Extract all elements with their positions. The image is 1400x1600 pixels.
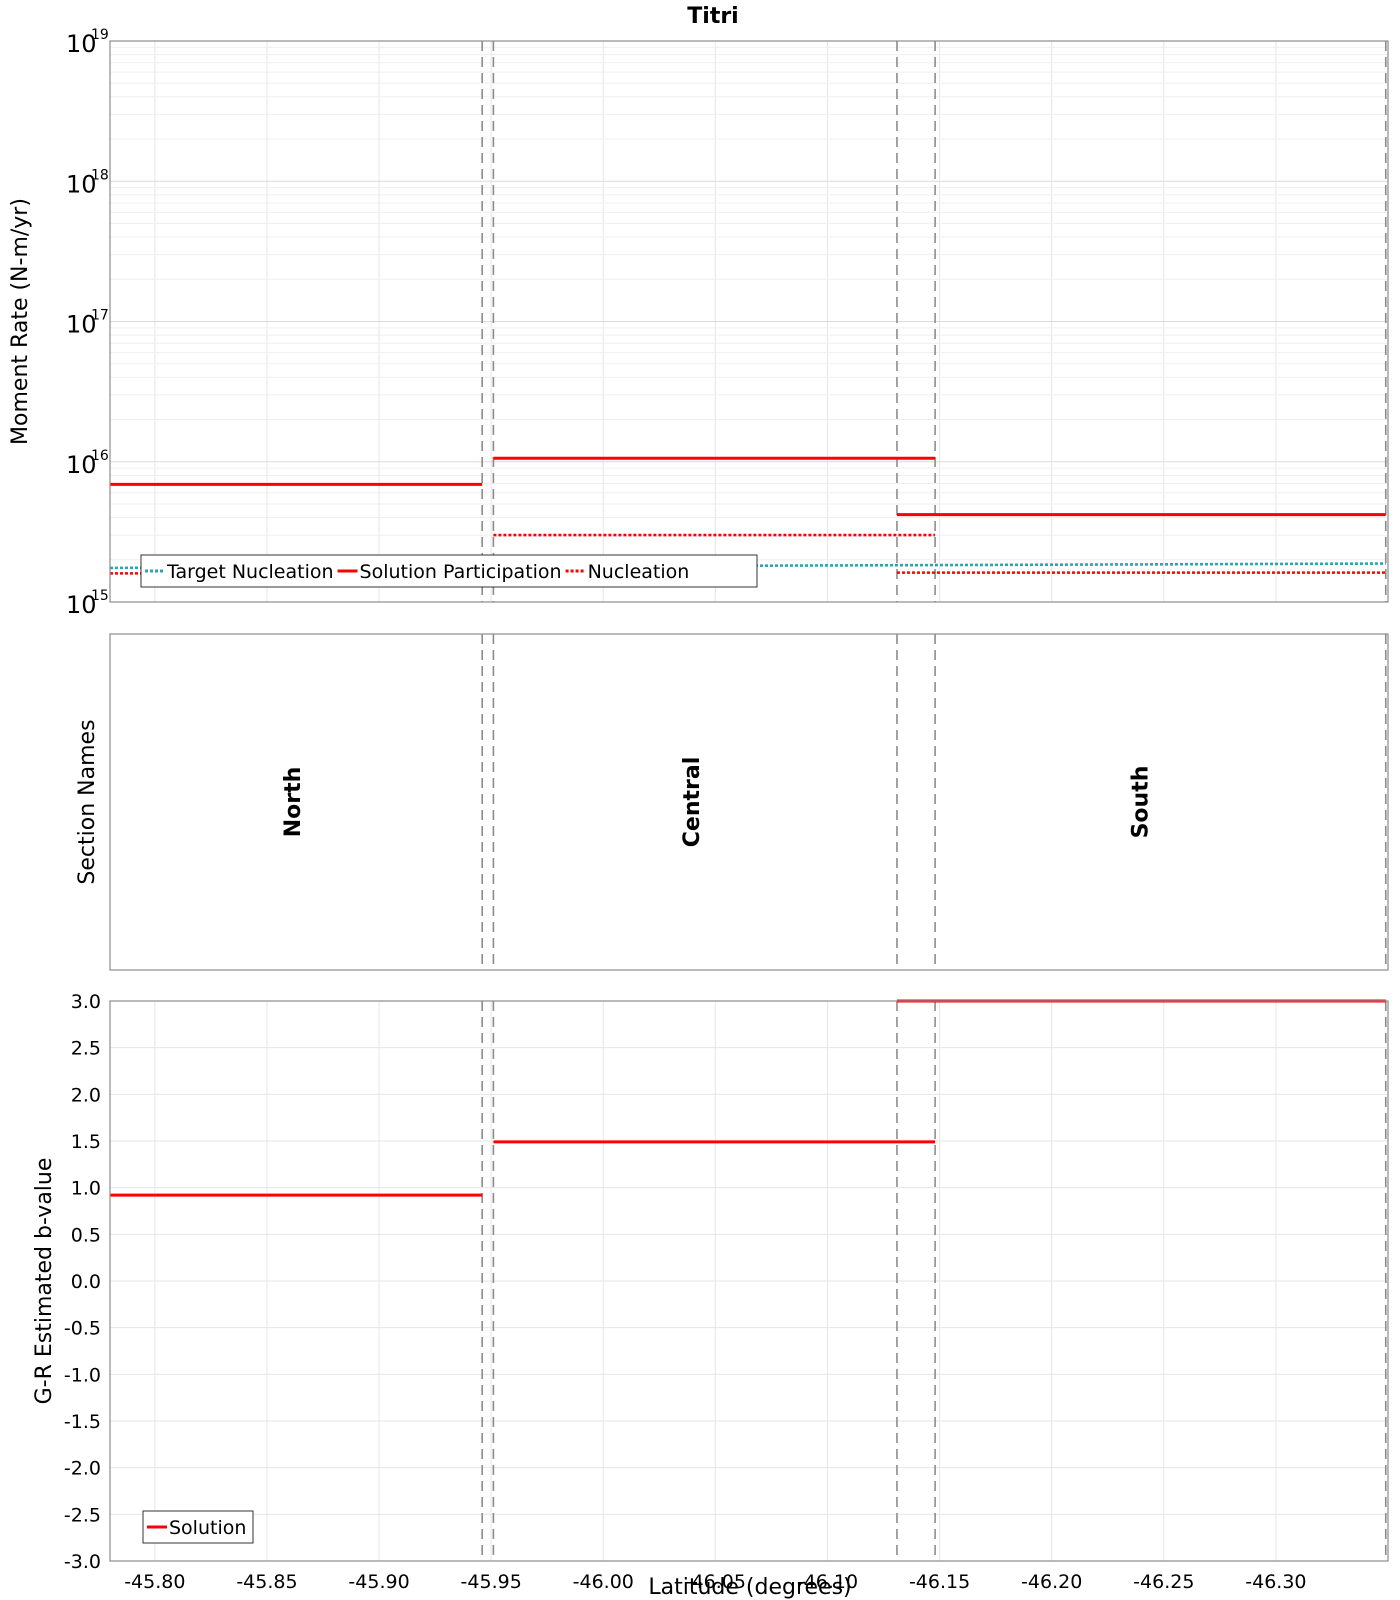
legend-entry-solution: Solution [147, 1517, 246, 1539]
section-name-south: South [1128, 766, 1153, 839]
y-tick-base: 10 [66, 451, 97, 479]
y-tick-label: 0.0 [71, 1271, 101, 1293]
x-tick-label: -46.05 [685, 1571, 746, 1593]
x-tick-label: -46.20 [1021, 1571, 1082, 1593]
y-tick-base: 10 [66, 591, 97, 619]
y-tick-base: 10 [66, 30, 97, 58]
y-tick-label: -3.0 [64, 1551, 101, 1573]
y-tick-exponent: 15 [91, 588, 109, 604]
panel-section_names: North Central South Section Names [75, 633, 1389, 971]
x-tick-label: -46.25 [1133, 1571, 1194, 1593]
legend-box [140, 554, 758, 588]
y-tick-label: -2.5 [64, 1504, 101, 1526]
x-tick-label: -46.00 [573, 1571, 634, 1593]
legend-entry-target-nucleation: Target Nucleation [145, 561, 334, 583]
x-tick-label: -45.80 [124, 1571, 185, 1593]
y-tick-label: -0.5 [64, 1318, 101, 1340]
x-tick-label: -45.95 [461, 1571, 522, 1593]
chart-title: Titri [687, 4, 738, 29]
x-tick-label: -45.90 [348, 1571, 409, 1593]
section-name-central: Central [680, 757, 705, 847]
y-tick-label: 1.0 [71, 1178, 101, 1200]
x-tick-label: -46.10 [797, 1571, 858, 1593]
y-tick-label: -2.0 [64, 1458, 101, 1480]
y-tick-label: 2.0 [71, 1084, 101, 1106]
y-tick-exponent: 19 [91, 27, 109, 43]
y-tick-base: 10 [66, 170, 97, 198]
legend-entry-nucleation: Nucleation [565, 561, 690, 583]
section-name-north: North [281, 767, 306, 838]
plot-frame [109, 1000, 1389, 1562]
series-solution [110, 999, 1386, 1197]
y-tick-label: 0.5 [71, 1224, 101, 1246]
legend-label: Solution Participation [360, 561, 562, 583]
y-tick-exponent: 16 [91, 448, 109, 464]
y-axis-title: G-R Estimated b-value [32, 1158, 57, 1405]
y-tick-label: -1.5 [64, 1411, 101, 1433]
y-tick-base: 10 [66, 311, 97, 339]
x-tick-label: -45.85 [236, 1571, 297, 1593]
y-tick-exponent: 17 [91, 308, 109, 324]
plot-frame [109, 40, 1389, 603]
legend-label: Nucleation [588, 561, 690, 583]
legend: Target Nucleation Solution Participation N… [140, 554, 758, 588]
y-tick-label: -1.0 [64, 1364, 101, 1386]
x-tick-label: -46.15 [909, 1571, 970, 1593]
y-axis-title: Moment Rate (N-m/yr) [8, 198, 33, 445]
y-tick-exponent: 18 [91, 167, 109, 183]
legend-label: Target Nucleation [166, 561, 334, 583]
panel-b_value: -3.0 -2.5 -2.0 -1.5 -1.0 -0.5 0.0 0.5 1.0 1.5 2.0 2… [32, 991, 1389, 1573]
series-solution-participation [110, 456, 1386, 517]
y-tick-label: 3.0 [71, 991, 101, 1013]
y-tick-label: 1.5 [71, 1131, 101, 1153]
x-axis-title: Latitude (degrees) [648, 1575, 851, 1600]
legend-label: Solution [169, 1517, 246, 1539]
y-tick-label: 2.5 [71, 1038, 101, 1060]
legend-entry-solution-participation: Solution Participation [337, 561, 562, 583]
y-axis-title: Section Names [75, 719, 100, 884]
legend: Solution [142, 1510, 254, 1544]
x-tick-label: -46.30 [1245, 1571, 1306, 1593]
plot-frame [109, 633, 1389, 971]
